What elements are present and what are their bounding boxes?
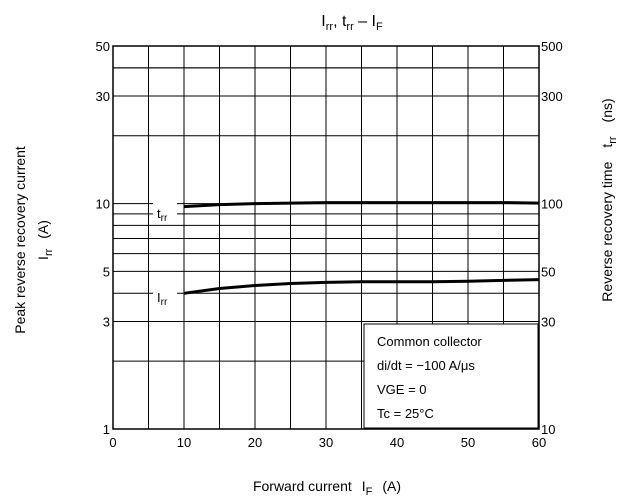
x-tick-label: 30 <box>319 435 333 450</box>
y-right-tick-label: 100 <box>541 197 563 212</box>
plot-frame <box>112 45 540 430</box>
series-line-irr <box>183 278 540 295</box>
x-tick-label: 60 <box>532 435 546 450</box>
grid <box>113 46 539 429</box>
tick-labels: 0 10 20 30 40 50 60 1 3 5 10 30 50 10 30 50 100 300 500 <box>96 39 563 450</box>
y-left-tick-label: 1 <box>103 422 110 437</box>
x-tick-label: 10 <box>177 435 191 450</box>
annotation-box: Common collector di/dt = −100 A/μs VGE =… <box>363 323 539 429</box>
chart-title: Irr, trr – IF <box>321 13 383 33</box>
y-left-tick-label: 10 <box>96 197 110 212</box>
y-axis-left-title: Peak reverse recovery current <box>12 146 28 334</box>
series-label-bg-trr <box>153 203 177 223</box>
series-label-trr: trr <box>157 206 168 224</box>
x-tick-label: 50 <box>461 435 475 450</box>
y-right-tick-label: 300 <box>541 89 563 104</box>
y-left-tick-label: 5 <box>103 264 110 279</box>
y-left-tick-label: 50 <box>96 39 110 54</box>
y-right-tick-label: 500 <box>541 39 563 54</box>
x-tick-label: 20 <box>248 435 262 450</box>
annotation-line-3: VGE = 0 <box>377 382 427 397</box>
annotation-line-1: Common collector <box>377 334 482 349</box>
x-tick-label: 0 <box>109 435 116 450</box>
y-right-tick-label: 30 <box>541 314 555 329</box>
x-axis-title: Forward current IF (A) <box>253 478 401 498</box>
y-left-tick-label: 30 <box>96 89 110 104</box>
y-axis-right-title: Reverse recovery timetrr(ns) <box>599 98 619 301</box>
y-axis-left-symbol: Irr(A) <box>35 220 55 260</box>
series-label-irr: Irr <box>157 290 168 308</box>
annotation-frame <box>363 323 539 429</box>
series-layer <box>183 201 540 295</box>
y-right-tick-label: 50 <box>541 264 555 279</box>
y-right-tick-label: 10 <box>541 422 555 437</box>
y-left-tick-label: 3 <box>103 314 110 329</box>
series-line-trr <box>183 201 540 209</box>
annotation-line-4: Tc = 25°C <box>377 406 434 421</box>
annotation-line-2: di/dt = −100 A/μs <box>377 358 475 373</box>
series-label-bg-irr <box>153 287 177 307</box>
x-tick-label: 40 <box>390 435 404 450</box>
